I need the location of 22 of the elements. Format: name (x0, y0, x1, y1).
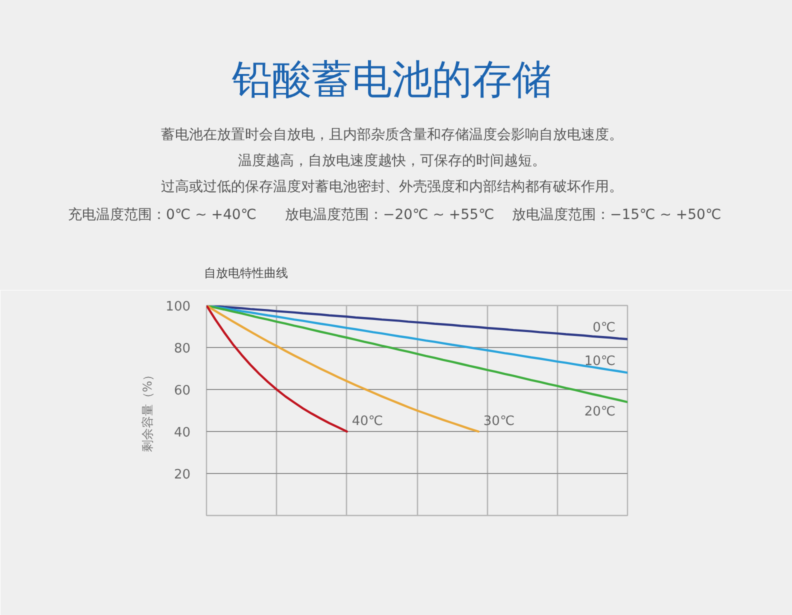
line-series (206, 306, 628, 404)
series-label: 40℃ (352, 414, 383, 429)
y-tick-label: 40 (174, 426, 191, 440)
text: 放电温度范围：−20℃ ~ +55℃ (285, 207, 494, 223)
y-axis-title: 剩余容量（%） (140, 368, 155, 452)
y-tick-label: 60 (174, 384, 191, 398)
line-series (206, 306, 348, 433)
text: 充电温度范围：0℃ ~ +40℃ (68, 207, 257, 223)
y-tick-label: 100 (166, 300, 191, 314)
chart-subtitle: 自放电特性曲线 (204, 265, 289, 281)
text: 温度越高，自放电速度越快，可保存的时间越短。 (237, 152, 547, 170)
series-label: 30℃ (483, 414, 515, 429)
text: 放电温度范围：−15℃ ~ +50℃ (512, 206, 722, 224)
text: 蓄电池在放置时会自放电，且内部杂质含量和存储温度会影响自放电速度。 (160, 126, 624, 144)
series-label: 20℃ (584, 404, 616, 420)
chart-title: 铅酸蓄电池的存储 (231, 56, 553, 105)
series-label: 0℃ (592, 320, 616, 336)
text: 过高或过低的保存温度对蓄电池密封、外壳强度和内部结构都有破坏作用。 (160, 178, 624, 196)
y-tick-label: 80 (174, 342, 191, 356)
line-series (206, 306, 480, 433)
y-tick-label: 20 (174, 468, 191, 482)
series-label: 10℃ (584, 354, 616, 370)
